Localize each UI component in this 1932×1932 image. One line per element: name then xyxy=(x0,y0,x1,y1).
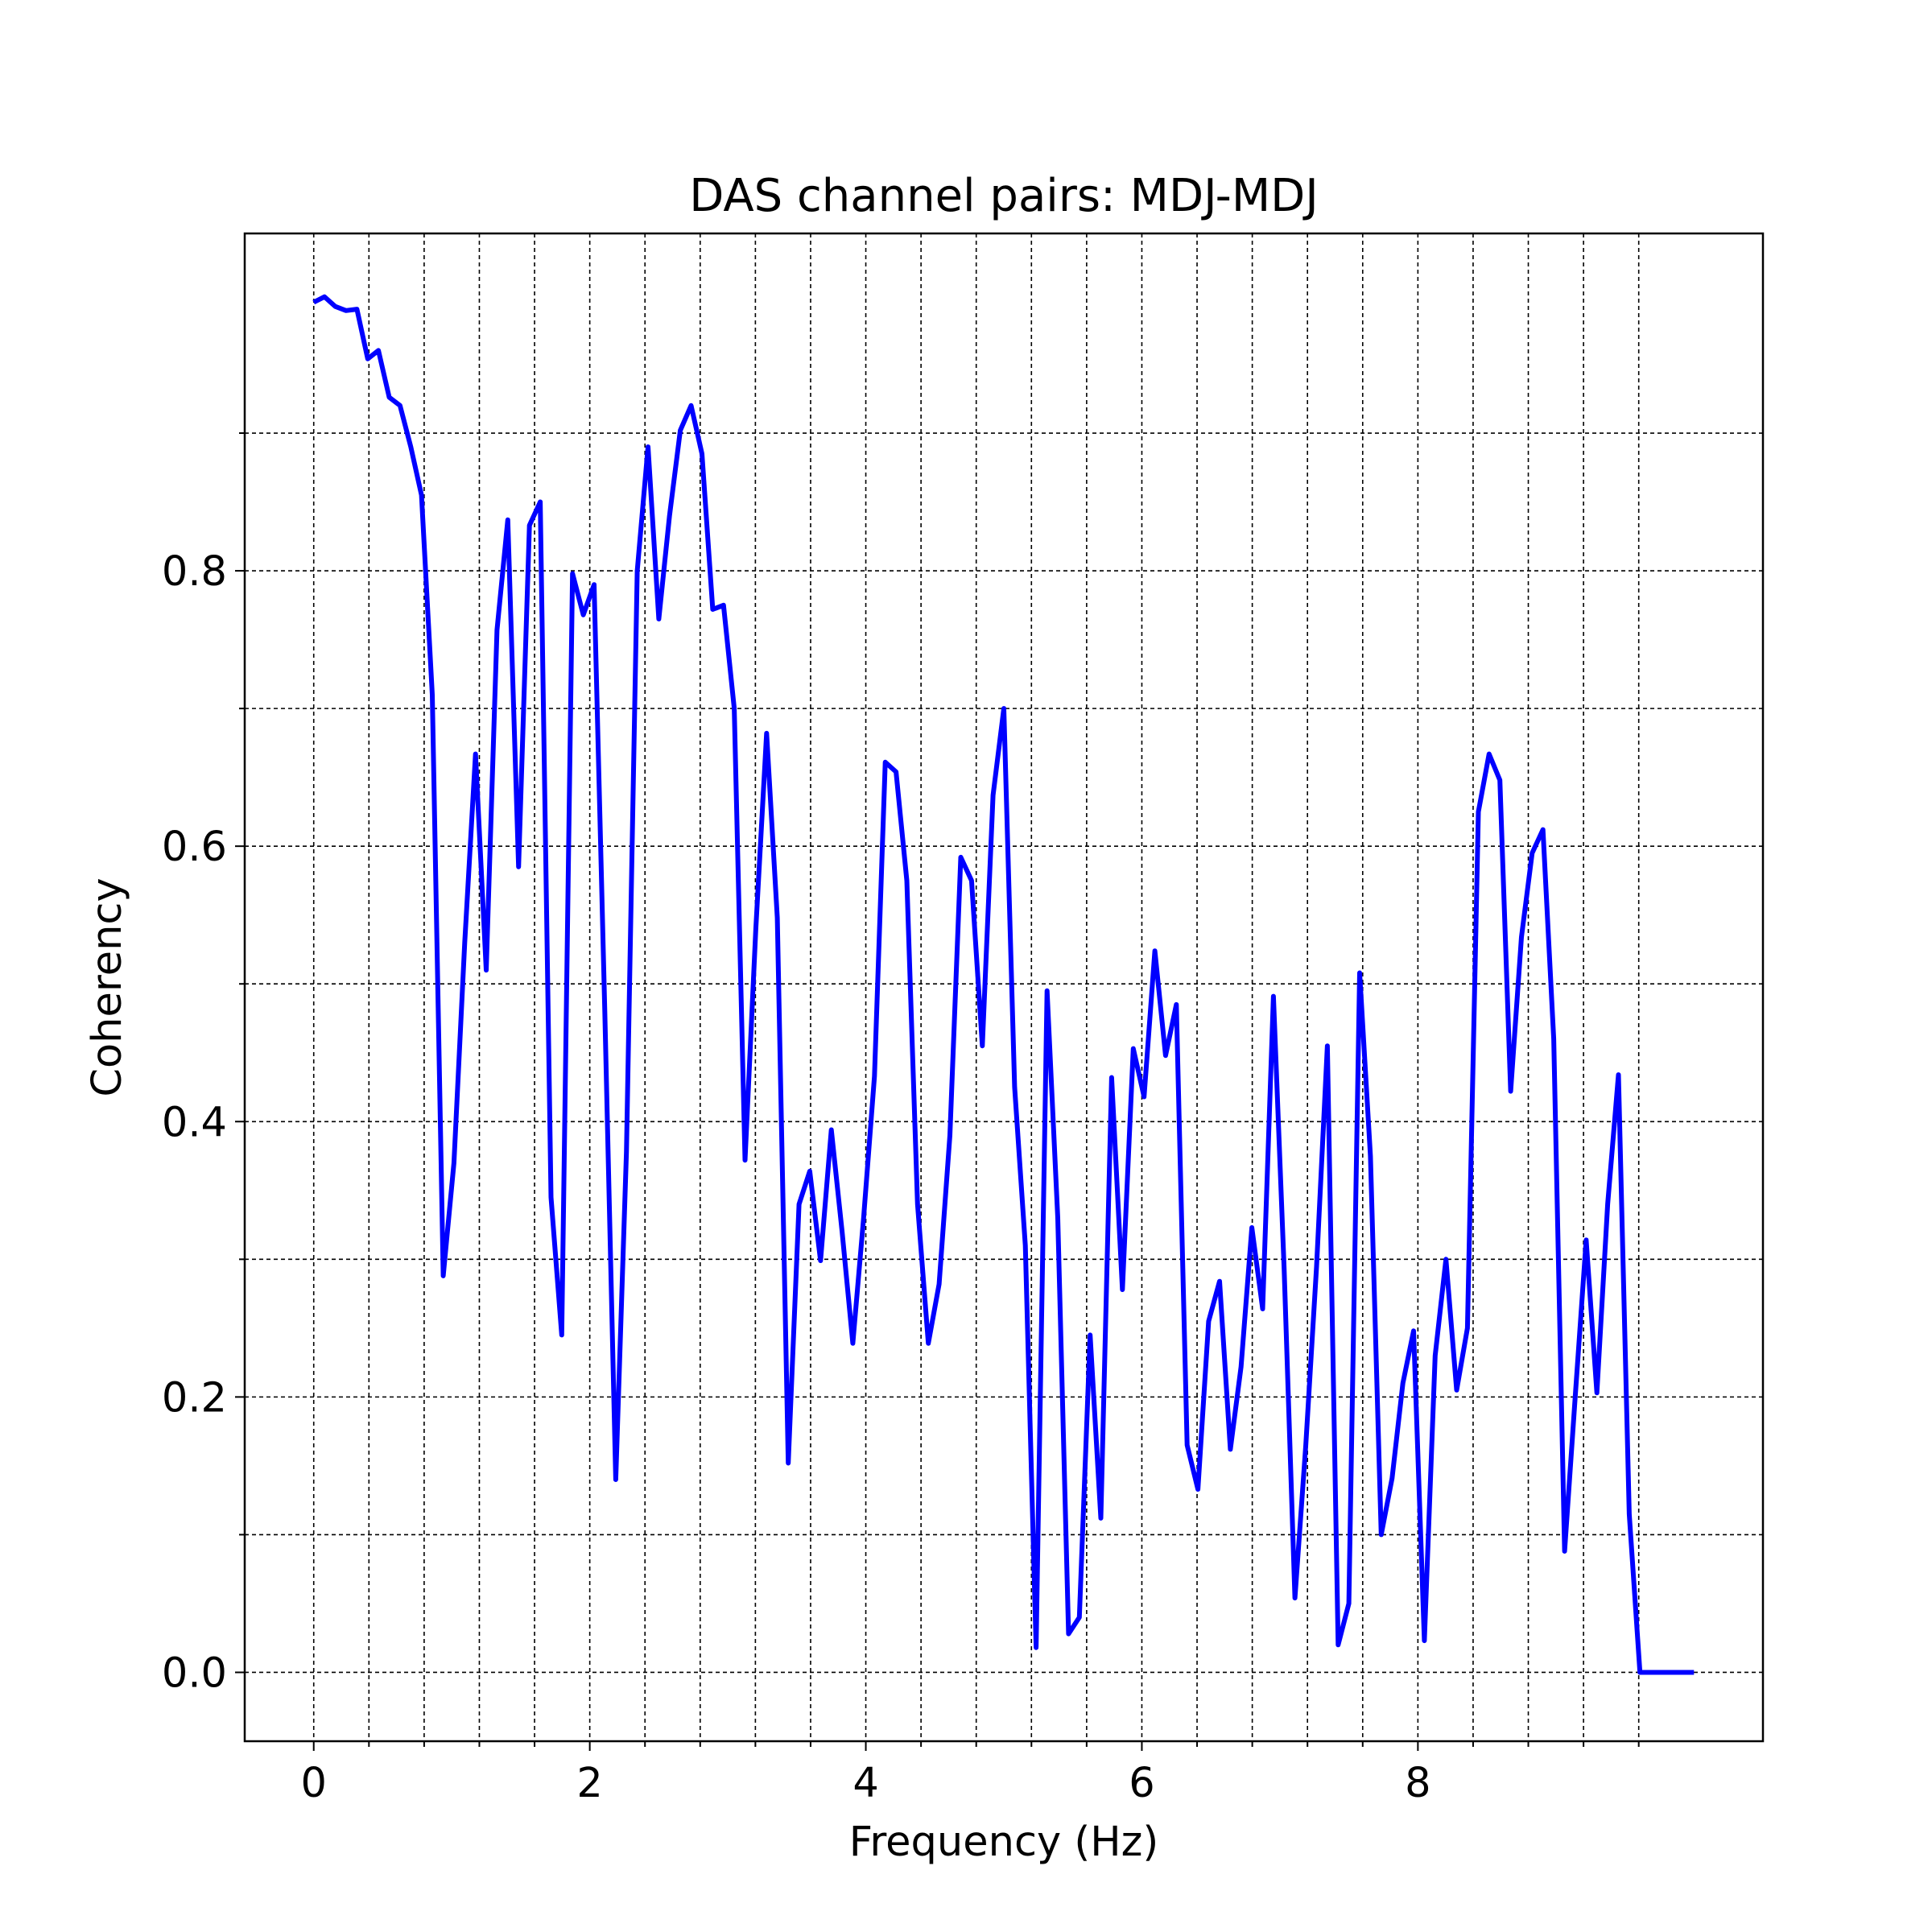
y-tick-label: 0.6 xyxy=(162,824,227,871)
x-tick-label: 4 xyxy=(852,1760,878,1807)
plot-frame xyxy=(243,232,1765,1743)
x-tick-label: 6 xyxy=(1129,1760,1154,1807)
series-layer xyxy=(312,294,1695,1675)
y-tick-label: 0.4 xyxy=(162,1099,227,1146)
ticks: 0 2 4 6 8 0.0 0.2 0.4 0.6 0.8 xyxy=(162,432,1640,1807)
y-tick-label: 0.2 xyxy=(162,1374,227,1422)
y-tick-label: 0.0 xyxy=(162,1649,227,1697)
coherency-line xyxy=(312,294,1695,1675)
x-tick-label: 2 xyxy=(576,1760,602,1807)
chart-title: DAS channel pairs: MDJ-MDJ xyxy=(689,170,1319,222)
x-tick-label: 8 xyxy=(1405,1760,1430,1807)
x-axis-label: Frequency (Hz) xyxy=(849,1818,1159,1866)
y-tick-label: 0.8 xyxy=(162,548,227,596)
y-axis-label: Coherency xyxy=(84,877,131,1096)
x-tick-label: 0 xyxy=(301,1760,327,1807)
